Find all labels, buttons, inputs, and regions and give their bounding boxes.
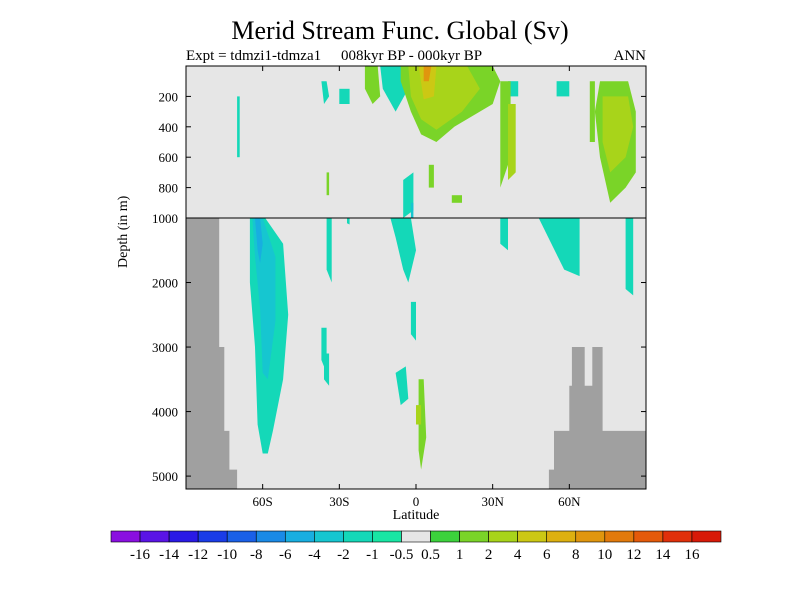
contour-streak-e (324, 353, 330, 386)
contour-pos-north-core (602, 96, 634, 173)
contour-pos-c (508, 104, 516, 180)
colorbar-swatch (662, 530, 693, 543)
colorbar-label: -6 (279, 547, 292, 563)
y-tick-label: 4000 (152, 405, 178, 420)
contour-north-e (556, 81, 570, 97)
colorbar-label: 0.5 (421, 547, 440, 563)
colorbar-label: 2 (485, 547, 493, 563)
colorbar-swatch (401, 530, 431, 543)
contour-equator-b (410, 301, 416, 341)
colorbar-swatch (139, 530, 170, 543)
colorbar-label: -16 (130, 547, 150, 563)
colorbar-label: -1 (366, 547, 379, 563)
colorbar-swatch (459, 530, 489, 543)
contour-equator-e (410, 202, 414, 218)
x-axis-label: Latitude (392, 508, 440, 523)
contour-streak-a (237, 96, 240, 158)
contour-pos-tropics-core (418, 66, 437, 100)
x-tick-label: 30N (481, 494, 504, 509)
colorbar-label: -2 (337, 547, 350, 563)
x-tick-label: 30S (329, 494, 349, 509)
colorbar-label: 1 (456, 547, 464, 563)
colorbar-label: 16 (684, 547, 700, 563)
x-tick-label: 60N (558, 494, 581, 509)
colorbar-label: 10 (597, 547, 612, 563)
contour-equator-d (403, 172, 414, 218)
colorbar-label: -14 (159, 547, 179, 563)
contour-southern-max (255, 218, 263, 264)
colorbar: -16 -14 -12 -10 -8 -6 -4 -2 -1 -0.5 0.5 1 2 4 6 8 10 12 14… (110, 530, 722, 563)
y-tick-label: 2000 (152, 276, 178, 291)
experiment-label: Expt = tdmzi1-tdmza1 (186, 48, 322, 64)
colorbar-swatch (633, 530, 664, 543)
colorbar-swatch (110, 530, 141, 543)
colorbar-swatch (546, 530, 577, 543)
colorbar-label: -0.5 (390, 547, 414, 563)
colorbar-label: 14 (655, 547, 671, 563)
contour-pos-e (451, 195, 462, 203)
topography-north (548, 347, 646, 489)
colorbar-label: -12 (188, 547, 208, 563)
contour-pos-f (326, 172, 330, 196)
colorbar-swatch (691, 530, 722, 543)
colorbar-label: -10 (217, 547, 237, 563)
colorbar-swatch (488, 530, 518, 543)
contour-north-b (538, 218, 580, 277)
colorbar-label: -4 (308, 547, 321, 563)
colorbar-swatch (343, 530, 373, 543)
contour-equator-c (395, 366, 409, 406)
contour-fields (186, 66, 646, 489)
contour-pos-deep-eq (418, 379, 427, 470)
chart-title: Merid Stream Func. Global (Sv) (231, 16, 569, 45)
y-tick-label: 400 (159, 120, 179, 135)
contour-upper-neg-b (339, 88, 350, 104)
colorbar-label: 4 (514, 547, 522, 563)
contour-pos-tropics-max (423, 66, 432, 82)
colorbar-swatch (517, 530, 548, 543)
colorbar-swatch (168, 530, 199, 543)
contour-pos-g (589, 81, 595, 142)
colorbar-swatch (372, 530, 402, 543)
contour-pos-a (364, 66, 381, 104)
colorbar-swatch (430, 530, 460, 543)
contour-north-c (625, 218, 634, 296)
colorbar-swatch (255, 530, 286, 543)
x-tick-label: 0 (413, 494, 420, 509)
colorbar-swatch (226, 530, 257, 543)
y-tick-label: 3000 (152, 340, 178, 355)
contour-north-a (500, 218, 508, 251)
colorbar-swatch (575, 530, 606, 543)
contour-pos-deep-eq-core (416, 405, 422, 425)
contour-streak-f (347, 218, 350, 225)
colorbar-swatch (314, 530, 344, 543)
topography-south (186, 218, 238, 489)
contour-streak-c (326, 218, 332, 283)
colorbar-label: 8 (572, 547, 580, 563)
contour-pos-d (428, 164, 434, 188)
colorbar-label: 6 (543, 547, 551, 563)
colorbar-swatch (197, 530, 228, 543)
contour-streak-b (321, 81, 330, 104)
y-tick-label: 5000 (152, 469, 178, 484)
y-tick-label: 600 (159, 150, 179, 165)
colorbar-label: -8 (250, 547, 263, 563)
colorbar-label: 12 (626, 547, 641, 563)
period-label: 008kyr BP - 000kyr BP (341, 48, 483, 64)
y-tick-label: 800 (159, 181, 179, 196)
y-tick-label: 1000 (152, 211, 178, 226)
y-axis: 200 400 600 800 1000 2000 3000 4000 5000 (152, 89, 646, 484)
x-axis: 60S 30S 0 30N 60N (253, 66, 581, 509)
colorbar-swatch (284, 530, 315, 543)
season-label: ANN (613, 48, 647, 64)
x-tick-label: 60S (253, 494, 273, 509)
y-tick-label: 200 (159, 89, 179, 104)
colorbar-swatch (604, 530, 635, 543)
y-axis-label: Depth (in m) (116, 195, 131, 268)
contour-equator-a (390, 218, 416, 283)
contour-southern-core (252, 218, 276, 380)
